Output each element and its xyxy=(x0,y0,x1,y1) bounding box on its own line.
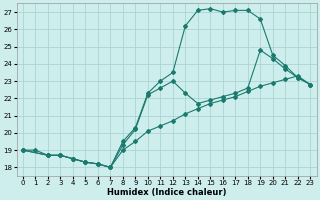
X-axis label: Humidex (Indice chaleur): Humidex (Indice chaleur) xyxy=(107,188,226,197)
